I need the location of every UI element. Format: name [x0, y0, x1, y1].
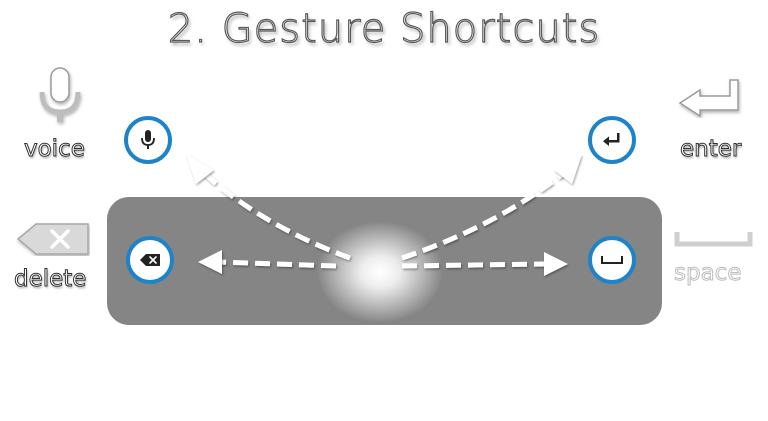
arrow-to-delete — [217, 259, 337, 269]
arrow-to-enter — [401, 166, 572, 261]
backspace-icon — [140, 254, 160, 266]
page-title: 2. Gesture Shortcuts — [167, 5, 601, 52]
space-label: space — [673, 260, 742, 287]
microphone-icon — [141, 130, 155, 149]
space-bar-icon — [674, 230, 754, 252]
touch-point — [318, 222, 442, 322]
delete-label: delete — [13, 266, 87, 293]
enter-arrow-icon — [678, 78, 742, 122]
microphone-icon — [36, 66, 84, 132]
voice-button[interactable] — [124, 116, 172, 164]
delete-button[interactable] — [126, 236, 174, 284]
enter-arrow-icon — [603, 133, 620, 146]
space-button[interactable] — [588, 236, 636, 284]
arrowhead-enter — [554, 154, 582, 184]
arrowhead-space — [544, 252, 568, 276]
voice-label: voice — [24, 136, 86, 163]
arrow-to-space — [401, 261, 546, 269]
arrowhead-voice — [186, 154, 214, 184]
arrow-to-voice — [196, 166, 351, 261]
backspace-icon — [16, 222, 90, 260]
arrowhead-delete — [198, 250, 222, 274]
space-bar-icon — [601, 256, 623, 264]
enter-button[interactable] — [588, 116, 636, 164]
enter-label: enter — [679, 136, 742, 163]
